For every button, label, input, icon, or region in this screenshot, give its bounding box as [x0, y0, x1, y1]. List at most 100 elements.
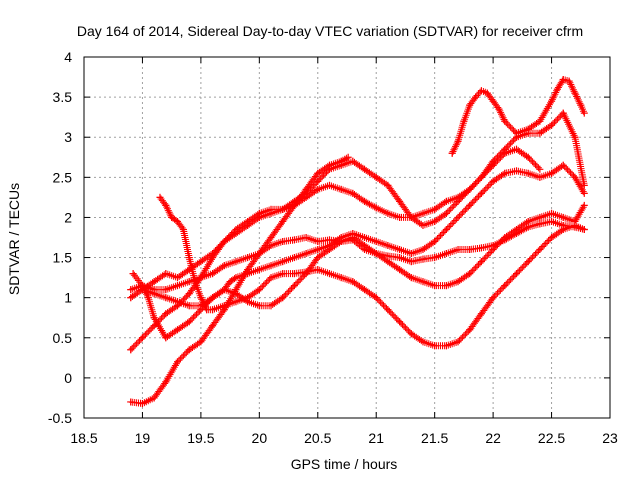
data-point: [489, 246, 497, 254]
data-point: [419, 221, 427, 229]
data-point: [501, 117, 509, 125]
data-point: [477, 87, 485, 95]
data-point: [279, 258, 287, 266]
data-point: [127, 286, 135, 294]
data-point: [477, 310, 485, 318]
data-point: [580, 189, 588, 197]
data-point: [255, 286, 263, 294]
data-point: [448, 149, 456, 157]
x-tick-label: 20: [252, 430, 268, 446]
data-point: [361, 234, 369, 241]
data-point: [396, 254, 404, 262]
data-point: [279, 270, 287, 278]
data-point: [454, 197, 462, 205]
data-point: [302, 234, 310, 241]
x-tick-label: 20.5: [304, 430, 331, 446]
data-point: [232, 290, 240, 298]
data-point: [536, 117, 544, 125]
data-point: [524, 217, 532, 225]
data-point: [255, 213, 263, 221]
data-point: [442, 225, 450, 233]
data-point: [127, 294, 135, 302]
data-point: [174, 358, 182, 366]
data-point: [314, 246, 322, 254]
data-point: [162, 201, 170, 209]
data-point: [396, 318, 404, 326]
data-point: [197, 274, 205, 282]
data-point: [314, 238, 322, 246]
data-point: [372, 204, 380, 212]
data-point: [344, 153, 352, 161]
data-point: [407, 274, 415, 282]
data-point: [442, 197, 450, 205]
data-point: [536, 173, 544, 181]
data-point: [325, 181, 333, 189]
data-point: [548, 234, 556, 241]
data-point: [489, 161, 497, 169]
data-point: [244, 270, 252, 278]
series-track-4: [129, 217, 588, 294]
data-point: [144, 294, 152, 302]
data-point: [361, 286, 369, 294]
data-point: [314, 177, 322, 185]
data-point: [197, 294, 205, 302]
data-point: [565, 77, 573, 85]
plot-frame: [83, 56, 611, 419]
data-point: [384, 181, 392, 189]
data-point: [314, 266, 322, 274]
data-point: [548, 217, 556, 225]
y-tick-label: 0.5: [53, 330, 73, 346]
data-point: [553, 85, 561, 93]
data-point: [559, 213, 567, 221]
data-point: [361, 197, 369, 205]
y-tick-label: 3.5: [53, 89, 73, 105]
data-point: [337, 274, 345, 282]
data-point: [290, 282, 298, 290]
data-point: [325, 165, 333, 173]
data-point: [290, 197, 298, 205]
data-point: [127, 398, 135, 406]
data-point: [162, 310, 170, 318]
data-point: [548, 169, 556, 177]
data-point: [419, 209, 427, 217]
data-point: [290, 254, 298, 262]
x-tick-label: 21: [368, 430, 384, 446]
data-point: [442, 342, 450, 350]
data-point: [372, 173, 380, 181]
data-point: [185, 302, 193, 310]
data-point: [524, 258, 532, 266]
data-point: [431, 205, 439, 213]
data-point: [267, 209, 275, 217]
series-track-8: [448, 75, 588, 157]
data-point: [396, 213, 404, 221]
grid-lines: [84, 57, 610, 418]
series-trail: [127, 145, 542, 302]
data-point: [267, 302, 275, 310]
data-point: [314, 185, 322, 193]
data-point: [559, 161, 567, 169]
data-point: [442, 282, 450, 290]
data-point: [501, 282, 509, 290]
data-point: [431, 342, 439, 350]
data-point: [150, 278, 158, 286]
data-series: [127, 75, 588, 408]
data-point: [407, 250, 415, 258]
data-point: [407, 330, 415, 338]
data-point: [162, 294, 170, 302]
data-point: [302, 189, 310, 197]
data-point: [232, 258, 240, 266]
data-point: [267, 274, 275, 282]
y-tick-label: -0.5: [48, 410, 72, 426]
y-axis-label: SDTVAR / TECUs: [6, 183, 22, 295]
data-point: [185, 254, 193, 262]
y-tick-label: 3: [64, 129, 72, 145]
data-point: [431, 254, 439, 262]
data-point: [337, 161, 345, 169]
y-tick-label: 0: [64, 370, 72, 386]
data-point: [162, 378, 170, 386]
data-point: [571, 89, 579, 97]
data-point: [244, 254, 252, 262]
data-point: [431, 282, 439, 290]
data-point: [185, 266, 193, 274]
